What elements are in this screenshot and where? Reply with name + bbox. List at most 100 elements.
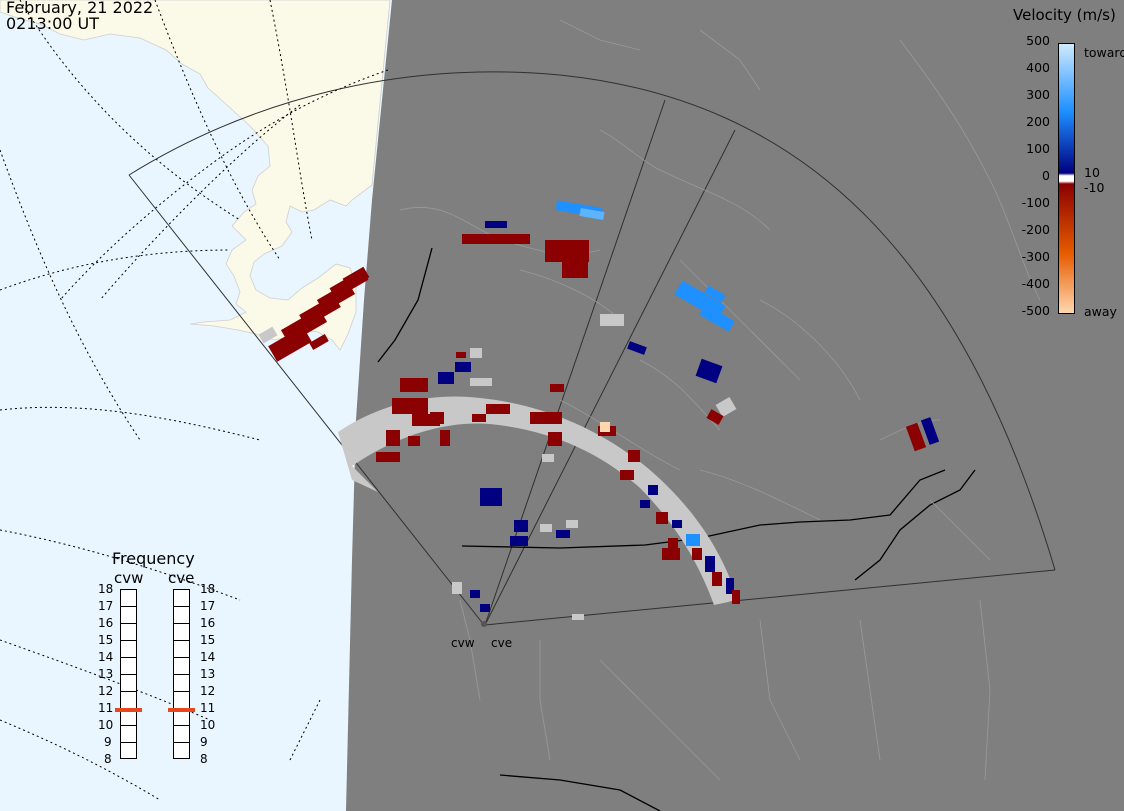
backscatter-cell xyxy=(510,536,528,546)
frequency-label-cve: cve xyxy=(168,569,195,587)
frequency-scale-left: 15 xyxy=(98,633,114,647)
frequency-scale-left: 18 xyxy=(98,582,114,596)
frequency-scale-right: 10 xyxy=(200,718,216,732)
frequency-scale-right: 11 xyxy=(200,701,216,715)
backscatter-cell xyxy=(566,520,578,528)
away-label: away xyxy=(1084,304,1117,319)
backscatter-cell xyxy=(672,520,682,528)
backscatter-cell xyxy=(342,266,370,290)
backscatter-cell xyxy=(732,590,740,604)
backscatter-cell xyxy=(600,314,624,326)
colorbar-tick: 100 xyxy=(1026,141,1050,156)
backscatter-cell xyxy=(462,234,530,244)
frequency-grid-line xyxy=(121,623,136,624)
frequency-grid-line xyxy=(121,725,136,726)
frequency-scale-right: 8 xyxy=(200,752,208,766)
backscatter-cell xyxy=(628,450,640,462)
backscatter-cell xyxy=(905,422,927,452)
radar-site-cve: cve xyxy=(491,636,513,650)
frequency-scale-right: 12 xyxy=(200,684,216,698)
backscatter-cell xyxy=(706,409,724,425)
time-label: 0213:00 UT xyxy=(6,14,100,33)
colorbar-tick: 300 xyxy=(1026,87,1050,102)
backscatter-cell xyxy=(662,548,680,560)
backscatter-cell xyxy=(480,488,502,506)
night-shade xyxy=(346,0,1124,811)
backscatter-cell xyxy=(540,524,552,532)
backscatter-cell xyxy=(704,285,726,303)
positive-threshold-label: 10 xyxy=(1084,165,1100,180)
backscatter-cell xyxy=(438,372,454,384)
colorbar-tick: -500 xyxy=(1021,303,1050,318)
graticule xyxy=(0,0,389,801)
backscatter-cell xyxy=(440,430,450,446)
frequency-grid-line xyxy=(121,691,136,692)
backscatter-cell xyxy=(600,422,610,432)
backscatter-cell xyxy=(572,614,584,620)
backscatter-cell xyxy=(579,207,605,221)
frequency-grid-line xyxy=(121,640,136,641)
colorbar-tick: 200 xyxy=(1026,114,1050,129)
frequency-grid-line xyxy=(121,606,136,607)
backscatter-cell xyxy=(309,334,329,350)
backscatter-cell xyxy=(392,398,428,414)
backscatter-cell xyxy=(686,534,700,546)
frequency-scale-left: 14 xyxy=(98,650,114,664)
scatter-cells xyxy=(258,200,940,627)
negative-threshold-label: -10 xyxy=(1084,180,1105,195)
frequency-scale-left: 12 xyxy=(98,684,114,698)
backscatter-cell xyxy=(514,520,528,532)
backscatter-cell xyxy=(472,414,486,422)
frequency-grid-line xyxy=(174,691,189,692)
backscatter-cell xyxy=(562,258,588,278)
timestamp: February, 21 2022 0213:00 UT xyxy=(6,0,153,32)
colorbar-title: Velocity (m/s) xyxy=(1013,6,1116,24)
frequency-scale-right: 14 xyxy=(200,650,216,664)
backscatter-cell xyxy=(530,412,562,424)
backscatter-cell xyxy=(485,221,507,228)
frequency-grid-line xyxy=(174,623,189,624)
frequency-scale-left: 17 xyxy=(98,599,114,613)
backscatter-cell xyxy=(712,572,722,586)
toward-label: toward xyxy=(1084,45,1124,60)
backscatter-cell xyxy=(648,485,658,495)
frequency-box-cvw xyxy=(120,589,137,759)
backscatter-cell xyxy=(692,548,702,560)
backscatter-cell xyxy=(480,604,490,612)
frequency-grid-line xyxy=(174,640,189,641)
frequency-grid-line xyxy=(174,725,189,726)
backscatter-cell xyxy=(258,326,278,344)
frequency-scale-right: 15 xyxy=(200,633,216,647)
frequency-scale-right: 18 xyxy=(200,582,216,596)
frequency-title: Frequency xyxy=(112,549,195,568)
backscatter-cell xyxy=(550,384,564,392)
backscatter-cell xyxy=(715,396,737,418)
backscatter-cell xyxy=(699,304,735,332)
backscatter-cell xyxy=(470,378,492,386)
backscatter-cell xyxy=(455,362,471,372)
frequency-grid-line xyxy=(174,742,189,743)
ground-scatter-arc xyxy=(338,396,738,605)
backscatter-cell xyxy=(656,512,668,524)
radar-site-marker xyxy=(481,621,487,627)
backscatter-cell xyxy=(620,470,634,480)
frequency-scale-left: 9 xyxy=(104,735,112,749)
backscatter-cell xyxy=(548,432,562,446)
frequency-marker-cvw xyxy=(115,707,142,712)
backscatter-cell xyxy=(542,454,554,462)
backscatter-cell xyxy=(430,412,444,424)
colorbar-tick: -300 xyxy=(1021,249,1050,264)
backscatter-cell xyxy=(486,404,510,414)
colorbar-tick: -400 xyxy=(1021,276,1050,291)
frequency-scale-left: 8 xyxy=(104,752,112,766)
borders xyxy=(377,247,976,811)
colorbar-tick: 400 xyxy=(1026,60,1050,75)
backscatter-cell xyxy=(470,348,482,358)
frequency-scale-left: 16 xyxy=(98,616,114,630)
backscatter-cell xyxy=(452,582,462,594)
frequency-scale-right: 13 xyxy=(200,667,216,681)
frequency-box-cve xyxy=(173,589,190,759)
colorbar-tick: 500 xyxy=(1026,33,1050,48)
